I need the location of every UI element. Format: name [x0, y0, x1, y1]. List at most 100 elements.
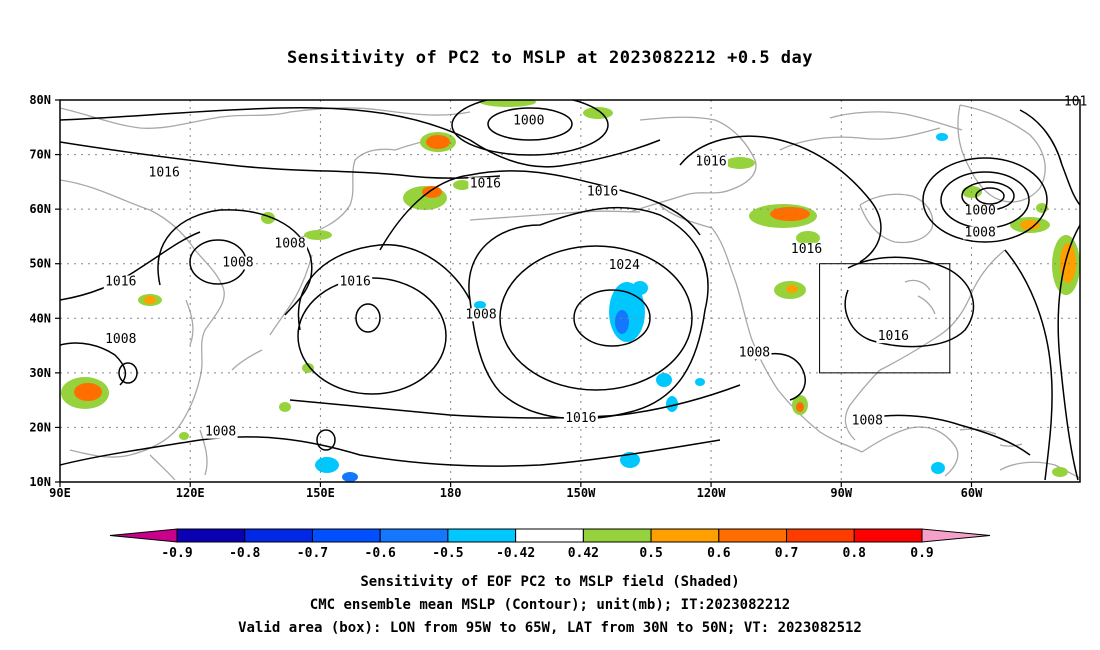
contour-label-bg [963, 204, 998, 218]
colorbar-segment [447, 528, 517, 543]
lat-label: 60N [29, 202, 51, 216]
shade-positive [279, 402, 291, 412]
shade-positive [453, 180, 471, 190]
shade-positive [796, 231, 820, 245]
contour-1016-canada [679, 135, 882, 263]
contour-1000-greenland-inner [975, 187, 1005, 205]
coastline-great-lakes [904, 279, 936, 315]
contour-label-bg [1062, 95, 1089, 109]
colorbar-segment [311, 528, 381, 543]
contour-label: 1016 [105, 275, 136, 290]
contour-label-bg [563, 411, 598, 425]
contour-1000-low [487, 107, 573, 141]
map-title: Sensitivity of PC2 to MSLP at 2023082212… [286, 48, 813, 68]
contour-label-bg [103, 275, 138, 289]
contour-1016-atlantic [1004, 249, 1053, 481]
shade-negative [931, 462, 945, 474]
contour-label-bg [220, 256, 255, 270]
shade-positive [480, 100, 536, 107]
contour-label-bg [338, 275, 373, 289]
coastline-south-america [999, 461, 1080, 479]
colorbar-label: 0.7 [775, 546, 798, 561]
valid-area-box [819, 263, 951, 374]
contour-label: 1000 [965, 204, 996, 219]
contour-label-bg [607, 259, 642, 273]
contour-1016-asia [157, 209, 313, 316]
contour-label: 1000 [513, 114, 544, 129]
contour-1016-arctic [60, 106, 661, 168]
contour-label-bg [737, 346, 772, 360]
shade-positive-strong [1020, 220, 1040, 230]
shade-positive-strong [796, 402, 804, 412]
contour-1016-north-pacific [60, 231, 201, 301]
contour-label: 1016 [587, 185, 618, 200]
contour-label-bg [511, 114, 546, 128]
contour-1016-greenland [922, 157, 1048, 243]
lat-label: 80N [29, 93, 51, 107]
contour-1016-atlantic-east [1057, 224, 1080, 481]
contour-1008-small [316, 429, 336, 451]
footer-line-1: Sensitivity of EOF PC2 to MSLP field (Sh… [360, 574, 740, 590]
colorbar-segment [176, 528, 246, 543]
lat-label: 40N [29, 311, 51, 325]
footer-line-3: Valid area (box): LON from 95W to 65W, L… [238, 620, 862, 636]
shade-negative [695, 378, 705, 386]
contour-label: 1008 [965, 225, 996, 240]
colorbar-segment [582, 528, 652, 543]
colorbar-label: -0.6 [365, 546, 396, 561]
colorbar-segment [515, 528, 584, 543]
shade-positive-strong [770, 207, 810, 221]
shade-negative [666, 396, 678, 412]
shade-positive-strong [144, 296, 156, 304]
coastline-japan [231, 254, 313, 371]
coastline-kamchatka [299, 139, 451, 239]
colorbar-label: -0.7 [297, 546, 328, 561]
lon-label: 90E [49, 486, 71, 500]
lon-label: 180 [440, 486, 462, 500]
contour-label: 1008 [852, 414, 883, 429]
lat-label: 70N [29, 148, 51, 162]
colorbar-segment [853, 528, 923, 543]
shade-positive [725, 157, 755, 169]
contour-label: 1008 [274, 236, 305, 251]
shade-positive-strong [786, 285, 798, 293]
coastline-hudson-bay [859, 193, 934, 244]
colorbar-label: 0.9 [910, 546, 933, 561]
shade-positive [302, 363, 314, 373]
contour-1008-west-pacific [355, 303, 381, 333]
contour-label: 1016 [149, 165, 180, 180]
colorbar-labels: -0.9 -0.8 -0.7 -0.6 -0.5 -0.42 0.42 0.5 0.6 0.7 0.… [161, 546, 933, 561]
lon-label: 120E [176, 486, 205, 500]
shade-positive [583, 107, 613, 119]
contour-label-bg [694, 155, 729, 169]
coastline-philippines [149, 429, 208, 481]
lat-label: 20N [29, 420, 51, 434]
contour-1016-subtropical [297, 170, 701, 331]
contour-1008-bering [451, 100, 609, 156]
contour-label-bg [585, 185, 620, 199]
mslp-contours [60, 100, 1080, 481]
contour-label-bg [147, 166, 182, 180]
shade-positive [179, 432, 189, 440]
contour-label: 1016 [791, 242, 822, 257]
contour-label: 1008 [465, 307, 496, 322]
colorbar-label: -0.8 [229, 546, 260, 561]
contour-label: 1016 [470, 176, 501, 191]
colorbar-segment [786, 528, 855, 543]
shade-positive [962, 186, 982, 198]
contour-label-bg [850, 414, 885, 428]
contour-label-bg [789, 242, 824, 256]
coastline-korea [185, 299, 194, 346]
sensitivity-shading [61, 100, 1080, 482]
shade-positive-strong [74, 383, 102, 401]
contour-1008-south-asia [60, 342, 127, 386]
colorbar-segment [718, 528, 788, 543]
contour-label: 1008 [222, 255, 253, 270]
colorbar-label: 0.42 [568, 546, 599, 561]
contour-label: 1016 [878, 329, 909, 344]
contour-label-bg [273, 237, 308, 251]
contour-label: 1008 [105, 332, 136, 347]
contour-1016-north-asia [60, 141, 501, 179]
colorbar-label: -0.9 [161, 546, 192, 561]
